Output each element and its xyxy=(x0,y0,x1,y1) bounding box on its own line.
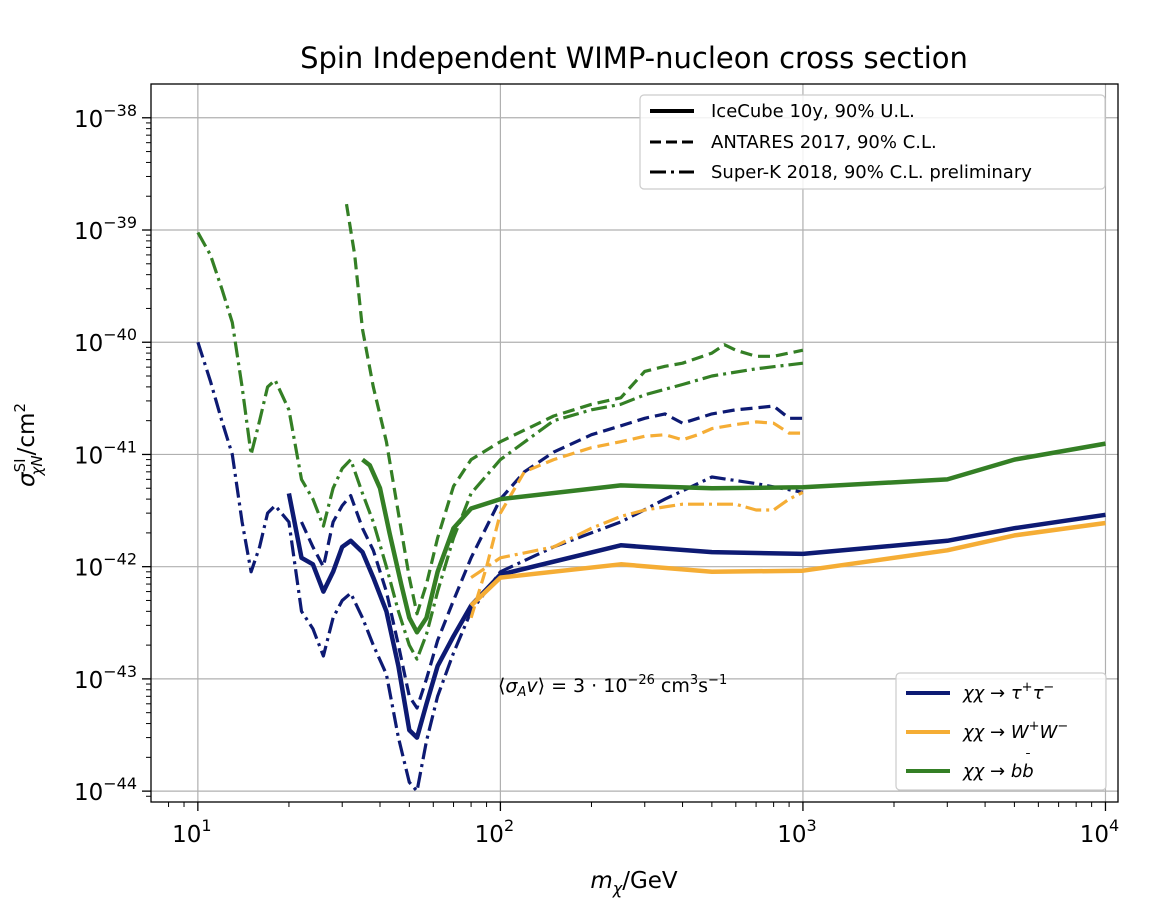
legend-antares-label: ANTARES 2017, 90% C.L. xyxy=(711,132,937,153)
y-tick-label: 10−41 xyxy=(74,437,137,469)
series-ww-solid xyxy=(469,520,1106,608)
series-bb-dashed xyxy=(344,203,804,616)
legend-styles-box xyxy=(639,94,1106,190)
legend-channels: χχ → τ+τ− χχ → W+W− χχ → bb¯ xyxy=(895,672,1107,791)
plot-frame xyxy=(150,83,1119,803)
series-tau-solid xyxy=(286,492,1106,740)
data-series xyxy=(196,203,1106,793)
legend-tau-label: χχ → τ+τ− xyxy=(962,680,1054,704)
y-tick-label: 10−43 xyxy=(74,662,137,694)
y-tick-label: 10−44 xyxy=(74,774,137,806)
legend-styles: IceCube 10y, 90% U.L. ANTARES 2017, 90% … xyxy=(639,94,1106,190)
legend-channels-box xyxy=(895,672,1107,791)
y-axis-label: σSIχN/cm2 xyxy=(11,403,46,487)
series-tau-dashed xyxy=(300,404,803,710)
cross-section-annotation: ⟨σAv⟩ = 3 · 10−26 cm3s−1 xyxy=(498,673,727,700)
legend-icecube-label: IceCube 10y, 90% U.L. xyxy=(711,101,915,122)
legend-ww-label: χχ → W+W− xyxy=(962,719,1068,743)
series-ww-dashdot xyxy=(470,490,804,579)
series-bb-dashdot xyxy=(196,231,804,661)
x-axis-label: mχ/GeV xyxy=(590,868,678,898)
x-tick-label: 103 xyxy=(777,816,816,848)
y-tick-label: 10−40 xyxy=(74,325,137,357)
y-tick-label: 10−38 xyxy=(74,101,137,133)
y-tick-label: 10−39 xyxy=(74,213,137,245)
legend-superk-label: Super-K 2018, 90% C.L. preliminary xyxy=(711,162,1032,183)
series-tau-dashdot xyxy=(196,341,804,793)
y-tick-label: 10−42 xyxy=(74,550,137,582)
series-bb-solid xyxy=(361,441,1106,635)
x-tick-label: 101 xyxy=(172,816,211,848)
x-tick-label: 102 xyxy=(475,816,514,848)
x-tick-label: 104 xyxy=(1080,816,1119,848)
series-ww-dashed xyxy=(469,420,803,619)
chart-title: Spin Independent WIMP-nucleon cross sect… xyxy=(300,41,968,75)
axis-ticks: 101 102 103 104 10−38 10−39 10−40 10−41 10−42 10−… xyxy=(74,101,1119,848)
